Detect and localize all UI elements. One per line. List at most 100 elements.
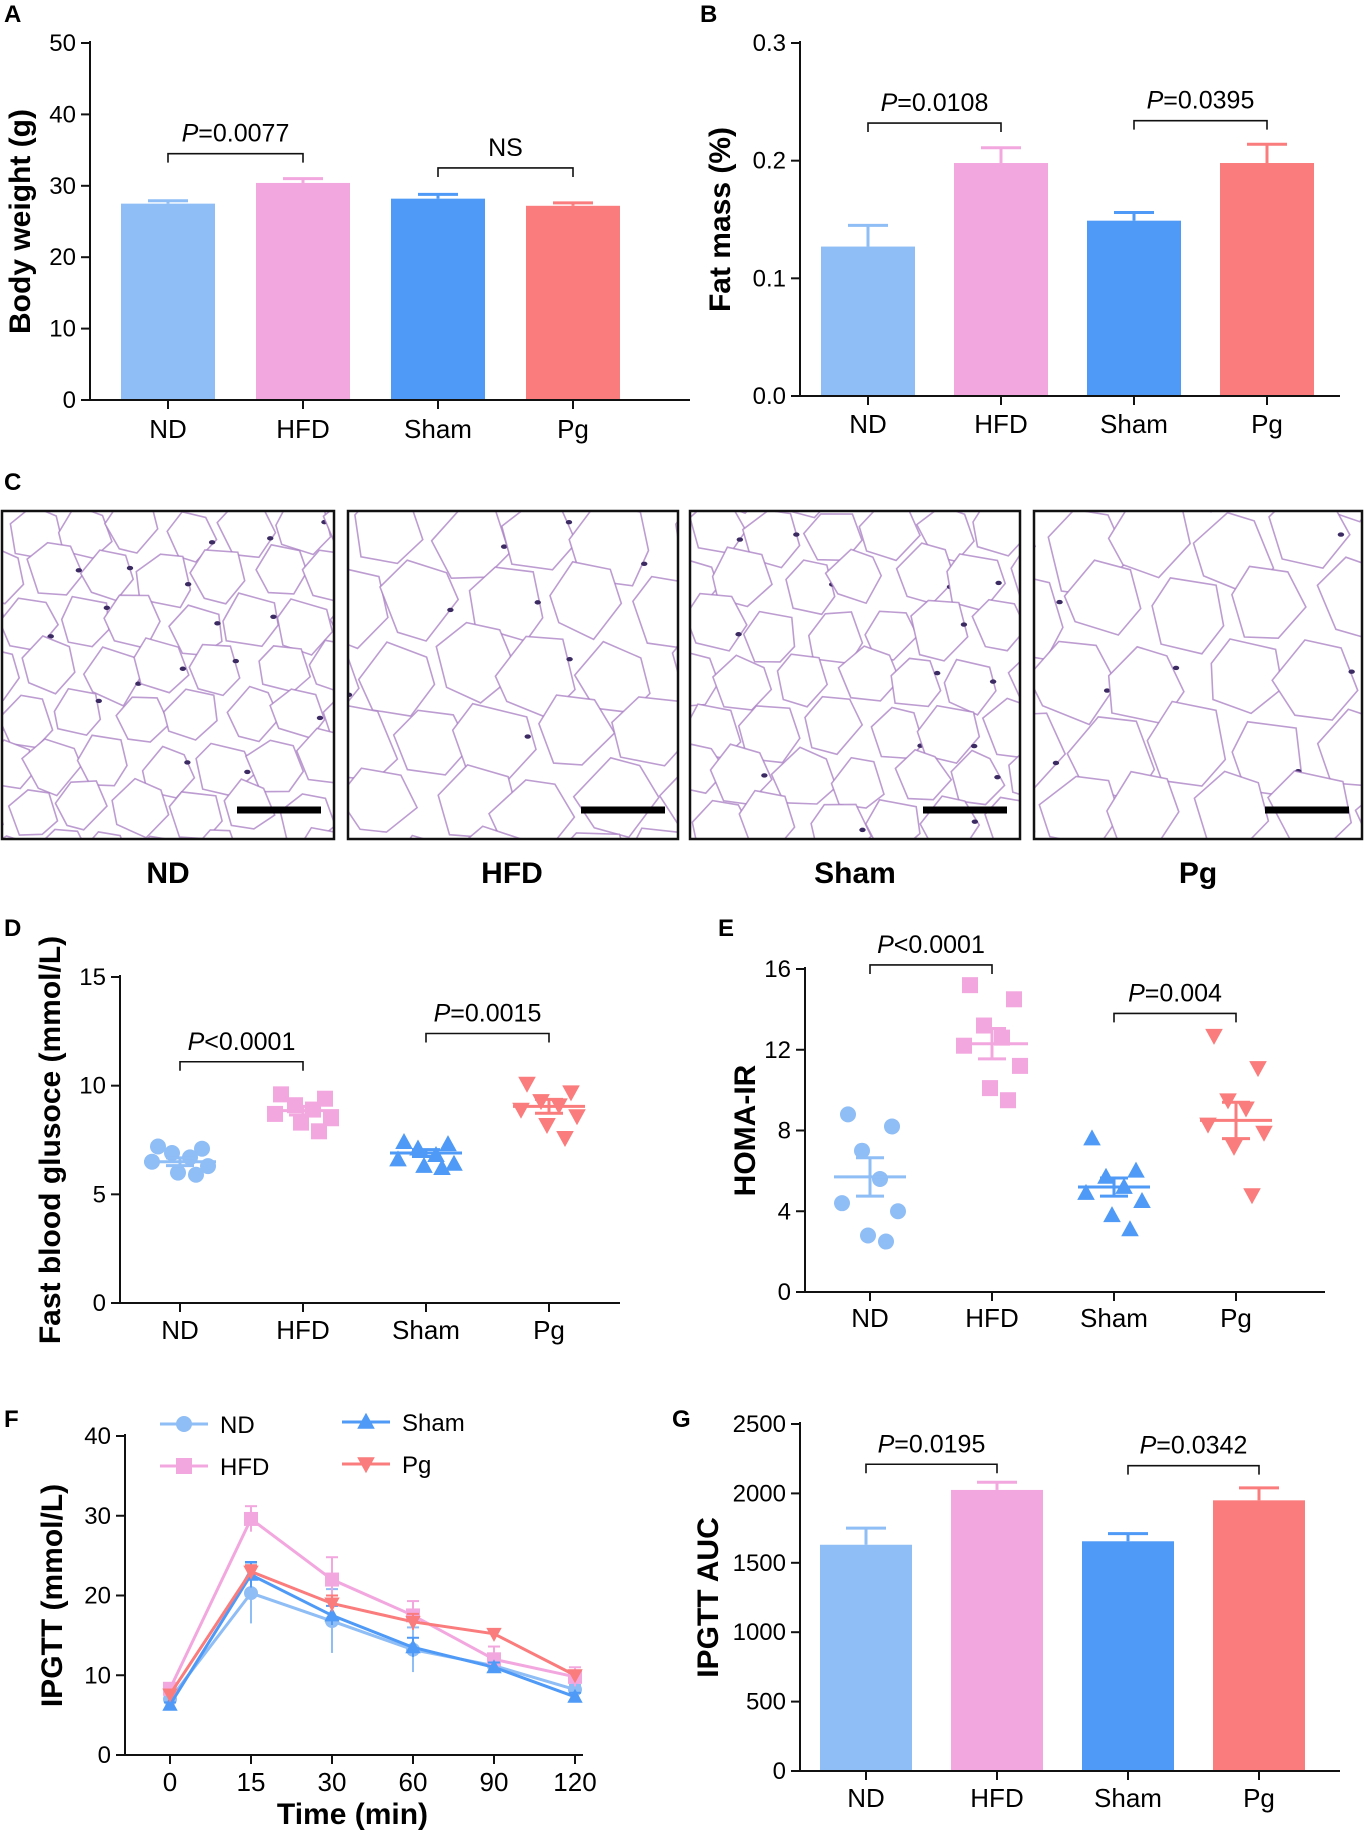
- panel-letter-d: D: [4, 915, 21, 942]
- significance-bracket: [869, 964, 993, 974]
- adipocyte: [737, 705, 801, 764]
- adipocyte: [20, 738, 83, 797]
- legend-label-nd: ND: [220, 1412, 255, 1439]
- nucleus: [566, 656, 573, 662]
- significance-bracket: [865, 1463, 998, 1474]
- adipocyte: [663, 845, 717, 900]
- p-value-prefix: P: [877, 931, 894, 959]
- adipocyte: [635, 827, 678, 839]
- y-axis-title: HOMA-IR: [729, 1064, 762, 1196]
- y-tick-label: 30: [49, 173, 76, 200]
- significance-bracket: [1113, 1012, 1237, 1023]
- adipocyte: [830, 448, 881, 499]
- adipocyte: [189, 549, 246, 605]
- adipocyte: [900, 449, 953, 505]
- p-value-text: =0.0395: [1163, 87, 1254, 115]
- y-tick-label: 1000: [733, 1619, 786, 1646]
- adipocyte: [1193, 770, 1270, 839]
- data-point-nd: [834, 1195, 850, 1212]
- p-value-prefix: P: [1147, 87, 1164, 115]
- data-point-pg: [1243, 1188, 1261, 1205]
- nucleus: [1052, 760, 1060, 766]
- nucleus: [75, 568, 83, 573]
- nucleus: [447, 607, 454, 613]
- adipocyte: [241, 841, 299, 891]
- adipocyte: [1325, 511, 1362, 523]
- nucleus: [1348, 669, 1355, 674]
- x-tick-label: Sham: [404, 414, 472, 444]
- adipocyte: [348, 655, 360, 704]
- adipocyte: [770, 746, 838, 805]
- adipocyte: [742, 610, 796, 663]
- nucleus: [933, 670, 941, 676]
- p-value-prefix: P: [188, 1028, 205, 1056]
- data-point-sham: [445, 1154, 463, 1171]
- data-point-pg: [518, 1076, 536, 1093]
- y-tick-label: 0.0: [753, 383, 786, 410]
- nucleus: [395, 490, 401, 494]
- adipocyte: [1210, 638, 1284, 715]
- y-tick-label: 5: [93, 1181, 106, 1208]
- nucleus: [761, 773, 768, 778]
- adipocyte: [308, 639, 334, 691]
- adipocyte: [275, 511, 332, 556]
- data-point-pg: [486, 1627, 502, 1642]
- adipocyte: [690, 592, 748, 652]
- adipocyte: [943, 658, 997, 716]
- adipocyte: [604, 455, 656, 507]
- legend-marker-sham: [357, 1412, 375, 1429]
- panel-letter-c: C: [4, 469, 21, 496]
- panel-letter-b: B: [700, 1, 717, 28]
- adipocyte: [295, 727, 334, 784]
- adipocyte: [690, 652, 720, 707]
- adipocyte: [357, 641, 436, 717]
- adipocyte: [890, 657, 942, 708]
- data-point-sham: [1127, 1161, 1145, 1178]
- p-value-prefix: P: [881, 89, 898, 117]
- adipocyte: [785, 559, 836, 616]
- p-value-text: =0.0342: [1156, 1432, 1247, 1460]
- nucleus: [682, 544, 688, 548]
- significance-bracket: [437, 167, 574, 177]
- adipocyte: [691, 425, 775, 504]
- adipocyte: [1206, 511, 1213, 513]
- p-value-text: <0.0001: [894, 931, 985, 959]
- p-value-text: =0.0195: [894, 1430, 985, 1458]
- data-point-nd: [890, 1203, 906, 1220]
- x-tick-label: ND: [161, 1315, 199, 1345]
- y-tick-label: 12: [764, 1037, 791, 1064]
- y-axis-title: Fat mass (%): [704, 127, 737, 312]
- adipocyte: [2, 835, 19, 839]
- x-tick-label: Pg: [1251, 409, 1283, 439]
- y-tick-label: 0: [778, 1279, 791, 1306]
- bar-sham: [391, 198, 485, 400]
- data-point-hfd: [1012, 1057, 1028, 1074]
- nucleus: [294, 462, 300, 466]
- adipocyte: [971, 598, 1020, 652]
- histology-panel-hfd: HFD: [346, 425, 775, 890]
- p-value-text: =0.0015: [450, 1000, 541, 1028]
- adipocyte: [572, 756, 660, 839]
- histology-frame: [1032, 509, 1364, 841]
- adipocyte: [1316, 556, 1362, 638]
- significance-bracket: [1127, 1464, 1260, 1475]
- adipocyte: [1316, 708, 1362, 787]
- nucleus: [1059, 890, 1065, 894]
- nucleus: [859, 827, 866, 833]
- adipocyte: [88, 463, 141, 507]
- adipocyte: [824, 548, 883, 605]
- adipocyte: [786, 511, 822, 519]
- nucleus: [184, 760, 191, 765]
- x-tick-label: Sham: [392, 1315, 460, 1345]
- adipocyte: [957, 450, 1005, 500]
- nucleus: [126, 565, 134, 571]
- adipocyte: [711, 546, 773, 608]
- p-value-text: =0.004: [1145, 979, 1222, 1007]
- x-axis-title: Time (min): [277, 1798, 428, 1831]
- data-point-nd: [872, 1170, 888, 1187]
- adipocyte: [192, 453, 245, 506]
- data-point-hfd: [1000, 1092, 1016, 1109]
- adipocyte: [1146, 700, 1227, 787]
- nucleus: [1063, 899, 1069, 903]
